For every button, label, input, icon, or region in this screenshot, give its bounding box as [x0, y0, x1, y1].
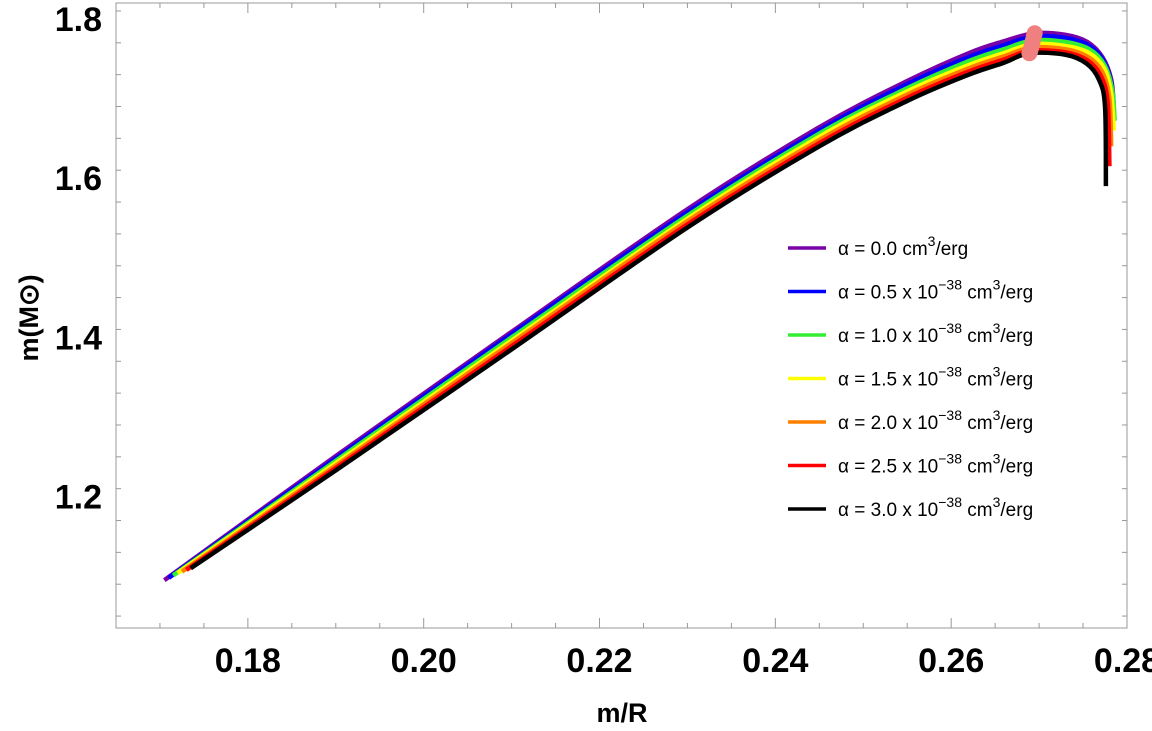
legend-label: α = 0.0 cm3/erg	[838, 233, 968, 260]
y-tick-label: 1.8	[55, 1, 102, 39]
max-mass-markers	[1021, 25, 1043, 62]
legend-label: α = 1.0 x 10−38 cm3/erg	[838, 320, 1033, 347]
legend-label: α = 3.0 x 10−38 cm3/erg	[838, 494, 1033, 521]
x-tick-label: 0.28	[1094, 642, 1152, 680]
tick-labels: 0.18 0.20 0.22 0.24 0.26 0.28 1.2 1.4 1.6 1.8	[55, 1, 1152, 680]
legend-label: α = 2.0 x 10−38 cm3/erg	[838, 407, 1033, 434]
legend-label: α = 1.5 x 10−38 cm3/erg	[838, 364, 1033, 391]
y-tick-label: 1.6	[55, 160, 102, 198]
x-tick-label: 0.20	[391, 642, 457, 680]
x-axis-title: m/R	[596, 698, 647, 728]
legend: α = 0.0 cm3/erg α = 0.5 x 10−38 cm3/erg α …	[788, 233, 1033, 521]
legend-label: α = 2.5 x 10−38 cm3/erg	[838, 451, 1033, 478]
x-tick-label: 0.24	[742, 642, 808, 680]
x-tick-label: 0.26	[918, 642, 984, 680]
x-tick-label: 0.18	[215, 642, 281, 680]
series-line-4	[180, 44, 1114, 574]
x-tick-label: 0.22	[566, 642, 632, 680]
series-line-2	[171, 37, 1117, 578]
max-mass-point	[1021, 45, 1038, 62]
plot-frame	[115, 2, 1128, 629]
legend-label: α = 0.5 x 10−38 cm3/erg	[838, 277, 1033, 304]
series-line-6	[189, 50, 1109, 571]
series-line-0	[163, 30, 1117, 583]
y-tick-label: 1.2	[55, 479, 102, 517]
series-curves	[163, 30, 1117, 583]
series-line-1	[167, 33, 1117, 580]
series-line-3	[176, 41, 1117, 575]
y-tick-label: 1.4	[55, 319, 102, 357]
y-axis-title: m(M⊙)	[14, 274, 44, 361]
series-line-5	[185, 48, 1112, 572]
axis-ticks	[116, 3, 1128, 628]
